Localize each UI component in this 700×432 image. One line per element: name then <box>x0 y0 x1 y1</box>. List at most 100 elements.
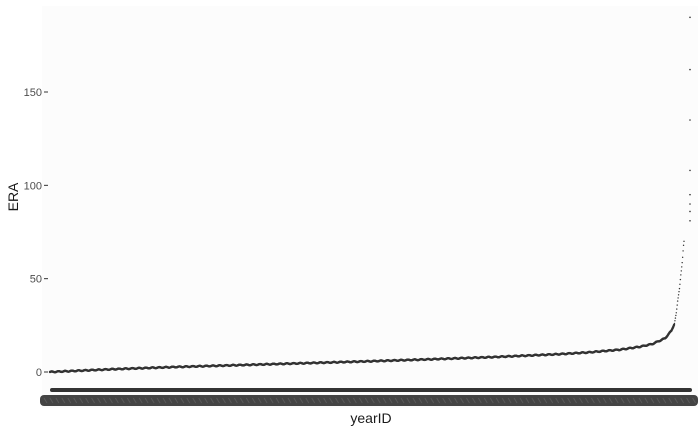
data-point <box>679 283 681 285</box>
x-tick-label-glyph <box>454 397 458 404</box>
x-axis-title: yearID <box>350 410 391 426</box>
x-tick-label-glyph <box>216 397 220 404</box>
x-tick-label-glyph <box>543 397 548 404</box>
data-point <box>681 256 684 259</box>
x-tick-label-glyph <box>233 397 238 404</box>
x-tick-label-glyph <box>132 397 137 404</box>
x-tick-label-glyph <box>418 397 423 404</box>
y-tick-label: 50 <box>30 274 42 286</box>
data-points <box>48 16 691 374</box>
data-point <box>680 274 682 276</box>
x-tick-label-glyph <box>590 397 595 404</box>
data-point <box>677 294 680 296</box>
x-tick-label-glyph <box>263 397 268 404</box>
x-tick-label-glyph <box>430 397 435 404</box>
x-tick-label-glyph <box>596 397 601 404</box>
x-tick-label-glyph <box>269 397 274 404</box>
x-tick-label-glyph <box>251 397 256 404</box>
x-tick-label-glyph <box>602 397 607 404</box>
x-tick-label-glyph <box>210 397 215 404</box>
x-tick-label-glyph <box>537 397 542 404</box>
x-tick-label-glyph <box>67 397 72 404</box>
data-point <box>674 320 676 322</box>
x-tick-label-glyph <box>573 397 577 404</box>
data-point <box>679 278 682 281</box>
x-tick-label-glyph <box>198 397 203 404</box>
x-tick-label-glyph <box>156 397 161 404</box>
x-tick-label-glyph <box>192 397 197 404</box>
x-tick-label-glyph <box>335 397 339 404</box>
x-tick-label-glyph <box>138 397 143 404</box>
x-tick-label-glyph <box>626 397 631 404</box>
x-tick-label-glyph <box>579 397 583 404</box>
x-tick-label-glyph <box>394 397 399 404</box>
x-tick-label-glyph <box>293 397 298 404</box>
x-tick-label-glyph <box>632 397 637 404</box>
x-tick-label-glyph <box>228 397 232 404</box>
x-tick-label-glyph <box>305 397 310 404</box>
data-point <box>681 266 683 268</box>
data-point <box>676 300 679 302</box>
x-tick-label-glyph <box>585 397 589 404</box>
outlier-point <box>689 68 691 71</box>
x-tick-label-glyph <box>412 397 417 404</box>
x-tick-label-glyph <box>73 397 78 404</box>
outlier-point <box>689 193 691 196</box>
x-tick-label-glyph <box>97 397 101 404</box>
data-point <box>672 323 676 327</box>
data-point <box>676 304 678 306</box>
data-point <box>677 297 679 299</box>
plot-panel <box>42 6 698 408</box>
x-tick-label-glyph <box>311 397 316 404</box>
x-tick-label-glyph <box>483 397 488 404</box>
x-tick-label-glyph <box>471 397 476 404</box>
outlier-point <box>689 220 691 222</box>
data-point <box>680 270 682 272</box>
x-tick-label-glyph <box>519 397 524 404</box>
x-tick-label-glyph <box>638 397 643 404</box>
x-tick-label-glyph <box>680 397 685 404</box>
x-tick-label-glyph <box>507 397 512 404</box>
x-tick-label-glyph <box>352 397 357 404</box>
outlier-point <box>689 210 691 213</box>
x-tick-label-glyph <box>323 397 328 404</box>
x-tick-label-glyph <box>555 397 560 404</box>
x-tick-label-glyph <box>239 397 244 404</box>
x-tick-label-glyph <box>245 397 250 404</box>
x-tick-label-glyph <box>400 397 405 404</box>
x-tick-label-glyph <box>466 397 470 404</box>
data-point <box>682 250 684 252</box>
x-tick-label-glyph <box>531 397 536 404</box>
x-tick-label-glyph <box>686 397 691 404</box>
data-point <box>675 312 677 314</box>
x-tick-label-glyph <box>150 397 155 404</box>
x-tick-label-glyph <box>287 397 292 404</box>
y-tick-label: 0 <box>36 367 42 379</box>
x-tick-label-glyph <box>103 397 107 404</box>
x-tick-marks-band <box>50 388 692 392</box>
x-tick-label-glyph <box>275 397 280 404</box>
x-tick-label-glyph <box>692 397 696 404</box>
y-axis: 0 50 100 150 <box>24 87 48 379</box>
x-tick-label-glyph <box>317 397 322 404</box>
x-tick-label-glyph <box>79 397 84 404</box>
data-point <box>681 261 683 264</box>
data-point <box>673 322 676 325</box>
x-tick-label-glyph <box>608 397 613 404</box>
outlier-point <box>689 203 691 205</box>
x-tick-label-glyph <box>85 397 90 404</box>
x-tick-label-glyph <box>329 397 334 404</box>
x-tick-label-glyph <box>144 397 149 404</box>
x-tick-label-glyph <box>549 397 554 404</box>
x-tick-label-glyph <box>61 397 66 404</box>
x-tick-label-glyph <box>364 397 369 404</box>
x-tick-label-glyph <box>674 397 679 404</box>
x-tick-label-glyph <box>49 397 54 404</box>
x-axis <box>40 388 698 406</box>
x-tick-label-glyph <box>388 397 393 404</box>
x-tick-label-glyph <box>180 397 185 404</box>
x-tick-label-glyph <box>174 397 179 404</box>
data-point <box>674 317 677 319</box>
x-tick-label-glyph <box>662 397 667 404</box>
x-tick-label-glyph <box>186 397 191 404</box>
